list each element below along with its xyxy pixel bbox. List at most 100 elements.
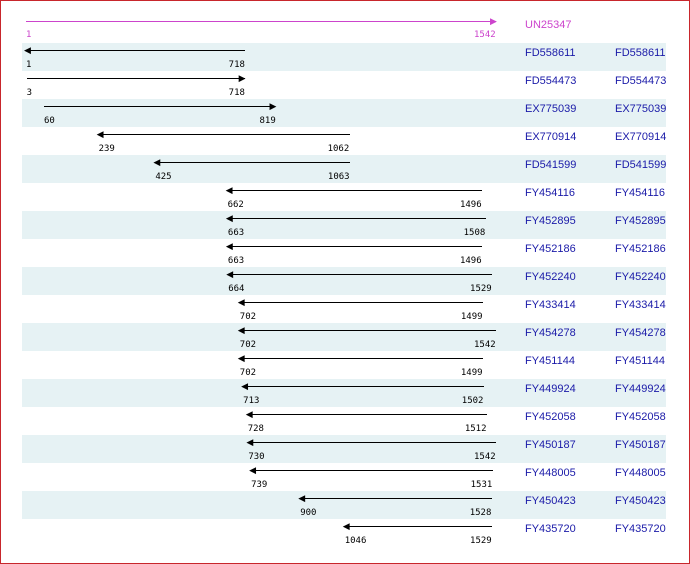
arrow-left-icon: ◀ xyxy=(225,214,233,224)
arrow-left-icon: ◀ xyxy=(237,326,245,336)
alignment-bar: ◀ xyxy=(238,355,483,364)
end-position-label: 1542 xyxy=(474,452,496,462)
start-position-label: 702 xyxy=(239,312,257,322)
arrow-left-icon: ◀ xyxy=(249,466,256,476)
end-position-label: 718 xyxy=(228,60,245,70)
start-position-label: 713 xyxy=(243,396,260,406)
accession-link-secondary[interactable]: FY450423 xyxy=(615,495,666,507)
alignment-row: ◀ 239 1062 EX770914 EX770914 xyxy=(22,127,667,155)
end-position-label: 1062 xyxy=(327,144,350,154)
accession-link-secondary[interactable]: EX775039 xyxy=(615,103,667,115)
end-position-label: 1499 xyxy=(460,312,483,322)
arrow-left-icon: ◀ xyxy=(225,242,233,252)
alignment-row: ◀ 663 1496 FY452186 FY452186 xyxy=(22,239,666,267)
accession-link-secondary[interactable]: FD558611 xyxy=(615,47,666,59)
accession-link[interactable]: FY452895 xyxy=(525,215,576,227)
alignment-bar: ◀ xyxy=(238,327,496,336)
accession-link[interactable]: FY452240 xyxy=(525,271,576,283)
reference-end-label: 1542 xyxy=(474,30,496,40)
alignment-row: ◀ 702 1499 FY433414 FY433414 xyxy=(22,295,666,323)
accession-link[interactable]: FY454116 xyxy=(525,187,575,199)
alignment-bar: ◀ xyxy=(246,439,496,448)
accession-link-secondary[interactable]: FY454278 xyxy=(615,327,666,339)
accession-link[interactable]: EX770914 xyxy=(525,131,577,143)
end-position-label: 1529 xyxy=(470,536,492,546)
alignment-bar: ◀ xyxy=(343,523,493,532)
accession-link[interactable]: FY452186 xyxy=(525,243,576,255)
accession-link[interactable]: FY450423 xyxy=(525,495,576,507)
alignment-bar: ◀ xyxy=(153,159,350,168)
start-position-label: 702 xyxy=(239,368,257,378)
accession-link-secondary[interactable]: FY433414 xyxy=(615,299,666,311)
accession-link[interactable]: FY448005 xyxy=(525,467,576,479)
accession-link-secondary[interactable]: FY451144 xyxy=(615,355,665,367)
alignment-bar: ◀ xyxy=(226,187,482,196)
end-position-label: 1499 xyxy=(460,368,483,378)
end-position-label: 1531 xyxy=(470,480,493,490)
start-position-label: 739 xyxy=(251,480,268,490)
end-position-label: 1502 xyxy=(461,396,484,406)
end-position-label: 1528 xyxy=(469,508,492,518)
accession-link[interactable]: FY451144 xyxy=(525,355,575,367)
start-position-label: 60 xyxy=(43,116,55,126)
alignment-row: ◀ 662 1496 FY454116 FY454116 xyxy=(22,183,666,211)
alignment-row: ◀ 425 1063 FD541599 FD541599 xyxy=(22,155,666,183)
arrow-right-icon: ▶ xyxy=(269,102,277,112)
start-position-label: 900 xyxy=(300,508,317,518)
accession-link-secondary[interactable]: EX770914 xyxy=(615,131,667,143)
accession-link[interactable]: FY450187 xyxy=(525,439,576,451)
accession-link-secondary[interactable]: FY435720 xyxy=(615,523,666,535)
reference-row: ▶ 1 1542 UN25347 xyxy=(22,15,666,43)
accession-link-secondary[interactable]: FY454116 xyxy=(615,187,665,199)
start-position-label: 663 xyxy=(227,228,245,238)
reference-start-label: 1 xyxy=(26,30,32,40)
start-position-label: 728 xyxy=(247,424,264,434)
accession-link[interactable]: FD554473 xyxy=(525,75,577,87)
end-position-label: 1496 xyxy=(459,200,482,210)
alignment-bar: ▶ xyxy=(26,75,246,84)
accession-link-secondary[interactable]: FY452186 xyxy=(615,243,666,255)
alignment-bar: ◀ xyxy=(241,383,484,392)
accession-link[interactable]: FD558611 xyxy=(525,47,576,59)
arrow-left-icon: ◀ xyxy=(237,298,245,308)
end-position-label: 1529 xyxy=(470,284,492,294)
accession-link[interactable]: FY452058 xyxy=(525,411,576,423)
alignment-row: ◀ 1 718 FD558611 FD558611 xyxy=(22,43,666,71)
alignment-row: ◀ 1046 1529 FY435720 FY435720 xyxy=(22,519,666,547)
start-position-label: 3 xyxy=(26,88,33,98)
accession-link[interactable]: FY435720 xyxy=(525,523,576,535)
accession-link[interactable]: FY449924 xyxy=(525,383,576,395)
alignment-row: ◀ 900 1528 FY450423 FY450423 xyxy=(22,491,666,519)
accession-link[interactable]: FY454278 xyxy=(525,327,576,339)
accession-link[interactable]: FD541599 xyxy=(525,159,577,171)
alignment-row: ◀ 663 1508 FY452895 FY452895 xyxy=(22,211,666,239)
arrow-left-icon: ◀ xyxy=(241,382,249,392)
end-position-label: 1496 xyxy=(459,256,482,266)
alignment-row: ◀ 702 1499 FY451144 FY451144 xyxy=(22,351,666,379)
accession-link-secondary[interactable]: FD541599 xyxy=(615,159,667,171)
accession-link-secondary[interactable]: FY452895 xyxy=(615,215,666,227)
accession-link-secondary[interactable]: FY452058 xyxy=(615,411,666,423)
arrow-left-icon: ◀ xyxy=(342,522,350,532)
alignment-bar: ◀ xyxy=(226,271,493,280)
accession-link-secondary[interactable]: FY452240 xyxy=(615,271,666,283)
alignment-bar: ◀ xyxy=(238,299,483,308)
arrow-left-icon: ◀ xyxy=(153,158,161,168)
accession-link-secondary[interactable]: FY449924 xyxy=(615,383,666,395)
alignment-row: ▶ 60 819 EX775039 EX775039 xyxy=(22,99,666,127)
alignment-bar: ▶ xyxy=(43,103,276,112)
end-position-label: 819 xyxy=(259,116,276,126)
alignment-row: ◀ 739 1531 FY448005 FY448005 xyxy=(22,463,666,491)
alignment-row: ◀ 728 1512 FY452058 FY452058 xyxy=(22,407,666,435)
accession-link[interactable]: FY433414 xyxy=(525,299,576,311)
arrow-left-icon: ◀ xyxy=(226,270,234,280)
accession-link-secondary[interactable]: FD554473 xyxy=(615,75,667,87)
end-position-label: 1063 xyxy=(327,172,350,182)
alignment-row: ▶ 3 718 FD554473 FD554473 xyxy=(22,71,666,99)
alignment-bar: ◀ xyxy=(298,495,492,504)
alignment-bar: ◀ xyxy=(246,411,487,420)
accession-link[interactable]: EX775039 xyxy=(525,103,577,115)
accession-link-secondary[interactable]: FY448005 xyxy=(615,467,666,479)
accession-link-secondary[interactable]: FY450187 xyxy=(615,439,666,451)
arrow-right-icon: ▶ xyxy=(238,74,246,84)
